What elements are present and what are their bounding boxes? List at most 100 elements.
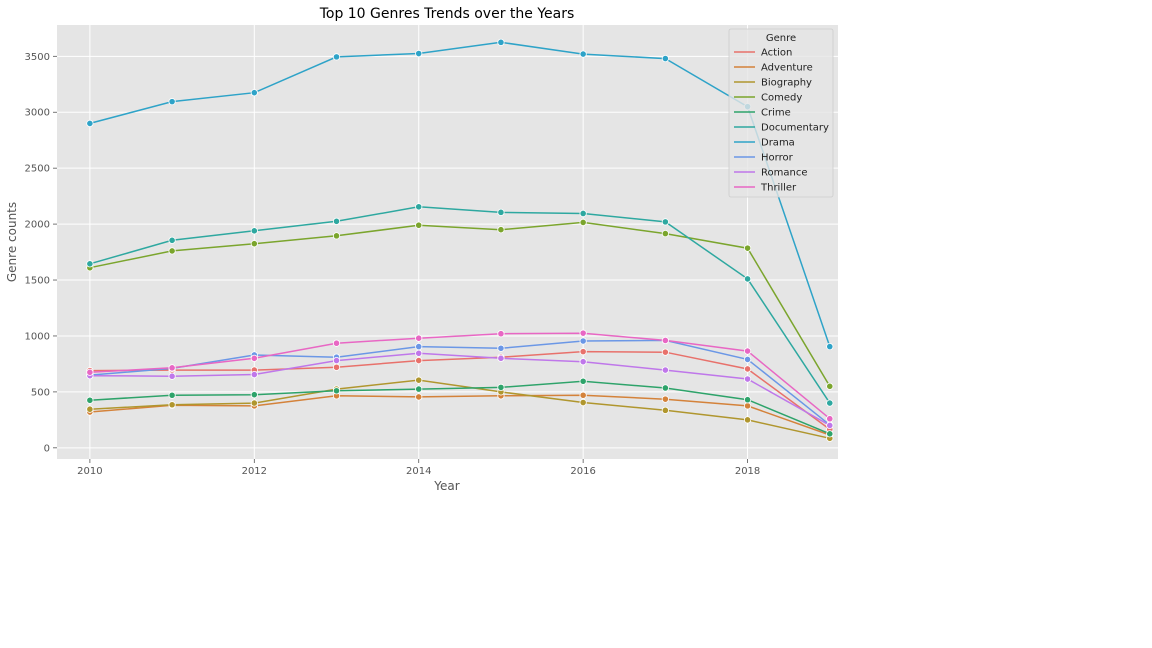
legend-label: Action [761,48,792,59]
data-point-drama [168,98,176,106]
data-point-drama [250,89,258,97]
legend-label: Adventure [761,63,813,74]
data-point-comedy [661,230,669,238]
y-tick-label: 3500 [25,52,50,63]
series-line-comedy [89,221,831,387]
data-point-romance [497,354,505,362]
data-point-horror [743,355,752,364]
x-tick-label: 2012 [242,466,267,477]
data-point-drama [86,119,94,128]
data-point-adventure [579,391,587,399]
data-point-crime [579,377,587,385]
data-point-drama [661,54,669,63]
data-point-documentary [250,227,258,235]
data-point-thriller [497,330,505,338]
data-point-comedy [250,240,258,248]
data-point-documentary [497,208,505,216]
data-point-biography [579,398,587,407]
x-tick-label: 2010 [77,466,102,477]
data-point-crime [86,396,94,404]
data-point-documentary [743,275,752,283]
data-point-thriller [743,347,752,355]
data-point-comedy [332,232,341,240]
data-point-thriller [661,336,669,345]
data-point-documentary [826,399,834,407]
series-line-horror [89,339,831,426]
data-point-drama [826,342,834,351]
data-point-crime [661,384,669,392]
series-line-romance [89,352,831,427]
data-point-action [661,348,669,356]
legend-label: Comedy [761,93,802,104]
data-point-biography [86,405,94,413]
data-point-horror [415,342,423,351]
data-point-drama [497,38,505,46]
series-comedy [86,218,834,390]
series-drama [86,38,834,351]
data-point-crime [497,383,505,392]
data-point-romance [661,366,669,374]
y-axis-ticks: 0 500 1000 1500 2000 2500 3000 3500 [25,52,57,454]
legend-item-biography: Biography [734,78,812,89]
data-point-thriller [86,368,94,376]
legend-item-action: Action [734,48,792,59]
data-point-romance [250,370,258,379]
data-point-action [579,348,587,356]
series-line-action [89,350,831,431]
data-point-biography [743,416,752,424]
data-point-thriller [415,334,423,342]
data-point-biography [661,406,669,414]
x-tick-label: 2016 [570,466,595,477]
data-point-drama [415,49,423,58]
y-tick-label: 1000 [25,331,50,342]
data-point-crime [826,430,834,438]
series-crime [86,377,834,438]
legend-label: Crime [761,108,791,119]
data-point-comedy [579,218,587,227]
data-point-adventure [661,395,669,403]
data-point-adventure [415,393,423,401]
data-point-romance [743,375,752,383]
data-point-documentary [579,209,587,218]
legend-item-horror: Horror [734,153,794,164]
data-point-crime [250,391,258,399]
x-axis-title: Year [433,479,459,493]
data-point-adventure [743,402,752,410]
data-point-drama [579,50,587,58]
data-point-documentary [86,260,94,268]
legend-label: Thriller [760,183,797,194]
series-line-adventure [89,394,831,436]
x-axis-ticks: 2010 2012 2014 2016 2018 [77,459,760,477]
series-line-documentary [89,206,831,404]
y-tick-label: 0 [44,443,50,454]
data-point-action [332,363,341,371]
y-tick-label: 3000 [25,108,50,119]
legend-label: Drama [761,138,795,149]
series-line-biography [89,379,830,440]
data-point-documentary [332,217,341,225]
series-lines [86,38,834,442]
x-tick-label: 2018 [735,466,760,477]
legend-item-thriller: Thriller [734,183,797,194]
legend-label: Romance [761,168,807,179]
y-tick-label: 2000 [25,220,50,231]
y-axis-title: Genre counts [5,202,19,282]
data-point-romance [415,349,423,357]
x-tick-label: 2014 [406,466,431,477]
data-point-action [415,356,423,365]
data-point-comedy [415,221,423,229]
series-line-crime [89,380,831,435]
chart-title: Top 10 Genres Trends over the Years [319,6,575,22]
legend-label: Documentary [761,123,829,134]
plot-area [57,25,838,459]
data-point-biography [168,401,176,409]
series-line-drama [89,41,831,347]
series-line-thriller [89,332,831,420]
data-point-drama [332,53,341,61]
data-point-comedy [743,244,752,252]
y-tick-label: 1500 [25,276,50,287]
data-point-documentary [415,203,423,211]
data-point-crime [415,385,423,393]
data-point-crime [332,387,341,395]
